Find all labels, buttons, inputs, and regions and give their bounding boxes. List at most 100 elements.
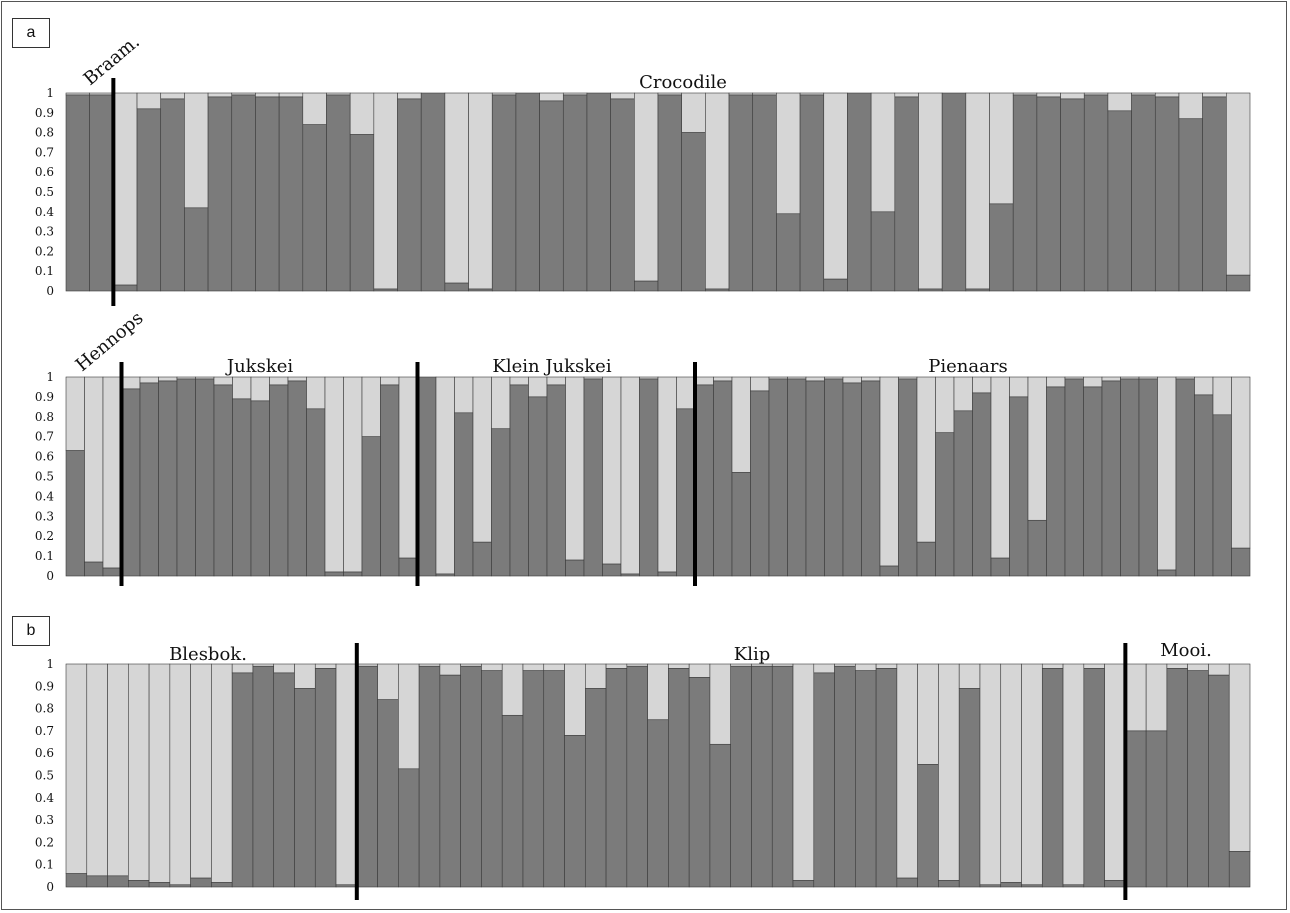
bar-cluster1 <box>501 714 524 888</box>
bar-cluster2 <box>314 663 337 669</box>
bar-cluster1 <box>314 668 337 888</box>
y-tick-label: 0.2 <box>35 244 54 258</box>
bar-cluster1 <box>898 378 918 577</box>
bar-cluster1 <box>1145 730 1168 888</box>
y-tick-label: 0.8 <box>35 126 54 140</box>
bar-cluster1 <box>792 880 815 888</box>
bar-cluster2 <box>1041 663 1064 669</box>
bar-cluster1 <box>916 541 936 577</box>
bar-cluster1 <box>776 213 801 292</box>
bar-cluster2 <box>1101 376 1121 382</box>
bar-cluster1 <box>823 278 848 292</box>
bar-cluster2 <box>870 92 896 213</box>
y-tick-label: 1 <box>46 370 54 384</box>
bar-cluster1 <box>460 665 482 888</box>
bar-cluster1 <box>752 94 777 292</box>
y-tick-label: 0.9 <box>35 106 54 120</box>
bar-cluster2 <box>668 663 690 669</box>
bar-cluster2 <box>634 92 659 282</box>
bar-cluster1 <box>1012 94 1038 292</box>
bar-cluster1 <box>1027 519 1047 577</box>
bar-cluster2 <box>688 663 711 678</box>
bar-cluster1 <box>1062 884 1085 888</box>
bar-cluster2 <box>989 92 1014 205</box>
bar-cluster1 <box>302 124 327 292</box>
bar-cluster2 <box>564 663 586 736</box>
bar-cluster1 <box>107 875 129 888</box>
y-tick-label: 1 <box>46 86 54 100</box>
bar-cluster2 <box>1021 663 1043 886</box>
bar-cluster1 <box>1000 882 1022 888</box>
bar-cluster2 <box>491 376 511 430</box>
bar-cluster1 <box>751 665 773 888</box>
bar-cluster1 <box>1021 884 1043 888</box>
bar-cluster1 <box>657 571 677 577</box>
y-tick-label: 0.3 <box>35 813 54 827</box>
bar-cluster2 <box>278 92 304 98</box>
bar-cluster1 <box>771 665 794 888</box>
bar-cluster1 <box>562 94 588 292</box>
bar-cluster1 <box>343 571 363 577</box>
bar-cluster1 <box>522 670 545 888</box>
bar-cluster2 <box>879 376 899 567</box>
bar-cluster2 <box>834 663 856 667</box>
bar-cluster1 <box>855 670 877 888</box>
bar-cluster1 <box>326 94 351 292</box>
bar-cluster1 <box>232 398 252 577</box>
y-tick-label: 0 <box>46 880 54 894</box>
bar-cluster1 <box>528 396 548 577</box>
group-label: Mooi. <box>1160 640 1212 661</box>
bar-cluster2 <box>1166 663 1188 669</box>
bar-cluster1 <box>435 573 455 577</box>
bar-cluster1 <box>121 388 141 577</box>
bar-cluster1 <box>252 665 275 888</box>
y-tick-label: 0.5 <box>35 470 54 484</box>
bar-cluster2 <box>213 376 233 386</box>
bar-cluster1 <box>1009 396 1029 577</box>
bar-cluster1 <box>870 211 896 292</box>
bar-cluster2 <box>398 663 420 770</box>
bar-cluster1 <box>730 665 752 888</box>
bar-cluster2 <box>543 663 565 671</box>
bar-cluster2 <box>1178 92 1203 120</box>
bar-cluster2 <box>107 663 129 877</box>
bar-cluster1 <box>564 735 586 888</box>
bar-cluster2 <box>335 663 358 886</box>
bar-cluster1 <box>1194 394 1214 577</box>
bar-cluster2 <box>918 92 943 290</box>
bar-cluster1 <box>1166 668 1188 888</box>
bar-cluster1 <box>805 380 825 577</box>
bar-cluster2 <box>546 376 566 386</box>
bar-cluster2 <box>713 376 733 382</box>
bar-cluster1 <box>417 376 437 577</box>
bar-cluster2 <box>1104 663 1126 881</box>
bar-cluster1 <box>688 677 711 888</box>
bar-cluster1 <box>356 665 378 888</box>
bar-cluster2 <box>481 663 503 671</box>
bar-cluster2 <box>232 376 252 400</box>
bar-cluster1 <box>195 378 215 577</box>
bar-cluster1 <box>565 559 585 577</box>
bar-cluster2 <box>1062 663 1085 886</box>
bar-cluster2 <box>709 663 732 745</box>
bar-cluster2 <box>250 376 270 402</box>
bar-cluster1 <box>935 432 955 577</box>
bar-cluster1 <box>918 288 943 292</box>
bar-cluster2 <box>273 663 295 674</box>
bar-cluster2 <box>65 376 85 451</box>
bar-cluster1 <box>842 382 862 577</box>
bar-cluster1 <box>397 98 422 292</box>
bar-cluster2 <box>65 663 88 874</box>
group-label: Jukskei <box>225 356 294 377</box>
bar-cluster1 <box>269 384 289 577</box>
bar-cluster2 <box>1046 376 1066 388</box>
bar-cluster2 <box>528 376 548 398</box>
bar-cluster1 <box>1157 569 1177 577</box>
bar-cluster1 <box>917 764 939 888</box>
bar-cluster2 <box>287 376 307 382</box>
bar-cluster2 <box>1000 663 1022 883</box>
bar-cluster2 <box>1231 376 1251 549</box>
